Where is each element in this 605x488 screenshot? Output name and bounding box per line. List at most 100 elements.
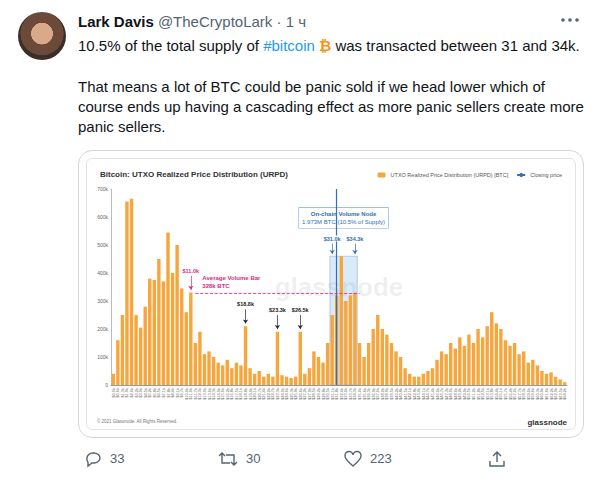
svg-text:200k: 200k	[97, 326, 108, 332]
svg-text:$40.8k: $40.8k	[398, 388, 404, 400]
svg-text:$27.2k: $27.2k	[302, 388, 308, 400]
svg-text:400k: 400k	[97, 270, 108, 276]
svg-text:$14.3k: $14.3k	[211, 388, 217, 400]
svg-text:$35.6k: $35.6k	[361, 388, 367, 400]
svg-text:$64.2k: $64.2k	[562, 388, 567, 400]
svg-text:$27.9k: $27.9k	[306, 388, 312, 400]
svg-text:$32.4k: $32.4k	[338, 388, 344, 400]
svg-text:Average Volume Bar: Average Volume Bar	[202, 275, 261, 281]
svg-text:$6.5k: $6.5k	[156, 388, 162, 398]
svg-text:$33.0k: $33.0k	[343, 388, 349, 400]
svg-text:$8.4k: $8.4k	[170, 388, 176, 398]
svg-text:$40.2k: $40.2k	[393, 388, 399, 400]
svg-text:$5.8k: $5.8k	[151, 388, 157, 398]
svg-text:On-chain Volume Node: On-chain Volume Node	[311, 211, 377, 217]
svg-text:$34.3k: $34.3k	[352, 388, 358, 400]
svg-text:$44.7k: $44.7k	[425, 388, 431, 400]
svg-text:$36.3k: $36.3k	[366, 388, 372, 400]
svg-text:glassnode: glassnode	[274, 272, 404, 302]
svg-text:Closing price: Closing price	[530, 172, 562, 178]
svg-text:$26.6k: $26.6k	[297, 388, 303, 400]
svg-text:$24.0k: $24.0k	[279, 388, 285, 400]
svg-text:$43.4k: $43.4k	[416, 388, 422, 400]
svg-text:$21.4k: $21.4k	[261, 388, 267, 400]
svg-text:Bitcoin: UTXO Realized Price D: Bitcoin: UTXO Realized Price Distributio…	[100, 170, 288, 179]
svg-text:$10.4k: $10.4k	[183, 388, 189, 400]
svg-text:$22.7k: $22.7k	[270, 388, 276, 400]
svg-text:$19.4k: $19.4k	[247, 388, 253, 400]
svg-text:$42.1k: $42.1k	[407, 388, 413, 400]
svg-text:$38.2k: $38.2k	[379, 388, 385, 400]
html-text:10.5% of the total supply of #: 10.5% of the total supply of #bitcoin ₿ …	[78, 37, 580, 54]
svg-text:$37.6k: $37.6k	[375, 388, 381, 400]
svg-text:$15.6k: $15.6k	[220, 388, 226, 400]
svg-text:$11.0k: $11.0k	[183, 268, 200, 274]
svg-text:300k: 300k	[97, 298, 108, 304]
svg-text:$17.5k: $17.5k	[233, 388, 239, 400]
html-text:That means a lot of BTC could: That means a lot of BTC could be panic s…	[78, 78, 584, 135]
svg-text:$44.1k: $44.1k	[420, 388, 426, 400]
svg-text:500k: 500k	[97, 242, 108, 248]
svg-text:$23.3k: $23.3k	[274, 388, 280, 400]
svg-text:$23.3k: $23.3k	[269, 307, 287, 313]
svg-text:$46.7k: $46.7k	[439, 388, 445, 400]
svg-text:$9.7k: $9.7k	[179, 388, 185, 398]
svg-text:$28.5k: $28.5k	[311, 388, 317, 400]
svg-text:$25.9k: $25.9k	[293, 388, 299, 400]
svg-text:$47.3k: $47.3k	[443, 388, 449, 400]
svg-text:600k: 600k	[97, 214, 108, 220]
svg-text:$39.5k: $39.5k	[388, 388, 394, 400]
svg-text:$25.3k: $25.3k	[288, 388, 294, 400]
svg-text:$12.3k: $12.3k	[197, 388, 203, 400]
svg-text:$34.3k: $34.3k	[347, 236, 365, 242]
svg-text:$31.0k: $31.0k	[324, 236, 342, 242]
svg-text:$11.0k: $11.0k	[188, 388, 194, 400]
html-text:33: 33	[110, 451, 125, 466]
svg-text:UTXO Realized Price Distributi: UTXO Realized Price Distribution (URPD) …	[391, 172, 509, 178]
svg-text:1.973M BTC (10.5% of Supply): 1.973M BTC (10.5% of Supply)	[302, 219, 385, 225]
svg-text:$20.7k: $20.7k	[256, 388, 262, 400]
svg-text:$0.6k: $0.6k	[115, 388, 121, 398]
svg-text:$1.9k: $1.9k	[124, 388, 130, 398]
svg-text:© 2021 Glassnode. All Rights R: © 2021 Glassnode. All Rights Reserved.	[97, 418, 177, 424]
svg-text:$1.3k: $1.3k	[119, 388, 125, 398]
svg-text:100k: 100k	[97, 354, 108, 360]
svg-text:$24.6k: $24.6k	[284, 388, 290, 400]
svg-text:$46.0k: $46.0k	[434, 388, 440, 400]
svg-text:328k BTC: 328k BTC	[202, 283, 230, 289]
svg-text:$20.1k: $20.1k	[252, 388, 258, 400]
svg-text:$18.8k: $18.8k	[237, 301, 255, 307]
svg-text:$4.5k: $4.5k	[142, 388, 148, 398]
svg-text:$26.5k: $26.5k	[292, 307, 310, 313]
html-text:30: 30	[246, 451, 261, 466]
svg-text:$9.1k: $9.1k	[174, 388, 180, 398]
html-text:223: 223	[370, 451, 392, 466]
svg-text:$3.2k: $3.2k	[133, 388, 139, 398]
svg-text:$16.8k: $16.8k	[229, 388, 235, 400]
svg-text:0: 0	[105, 382, 108, 388]
svg-text:$36.9k: $36.9k	[370, 388, 376, 400]
svg-text:$33.7k: $33.7k	[347, 388, 353, 400]
svg-text:$11.7k: $11.7k	[192, 388, 198, 400]
svg-text:$18.1k: $18.1k	[238, 388, 244, 400]
svg-text:$13.6k: $13.6k	[206, 388, 212, 400]
svg-text:$38.9k: $38.9k	[384, 388, 390, 400]
svg-text:$31.1k: $31.1k	[329, 388, 335, 400]
svg-text:$14.9k: $14.9k	[215, 388, 221, 400]
svg-text:$29.8k: $29.8k	[320, 388, 326, 400]
svg-text:700k: 700k	[97, 186, 108, 192]
svg-text:$22.0k: $22.0k	[265, 388, 271, 400]
svg-text:$42.8k: $42.8k	[411, 388, 417, 400]
svg-text:$7.1k: $7.1k	[160, 388, 166, 398]
svg-text:$41.5k: $41.5k	[402, 388, 408, 400]
svg-text:$31.8k: $31.8k	[334, 388, 340, 400]
svg-text:$5.2k: $5.2k	[147, 388, 153, 398]
html-text:Lark Davis @TheCryptoLark · 1: Lark Davis @TheCryptoLark · 1 ч	[78, 13, 306, 30]
svg-text:glassnode: glassnode	[527, 418, 567, 427]
svg-text:$7.8k: $7.8k	[165, 388, 171, 398]
svg-text:$16.2k: $16.2k	[224, 388, 230, 400]
svg-text:$48.0k: $48.0k	[448, 388, 454, 400]
svg-text:$3.9k: $3.9k	[138, 388, 144, 398]
svg-text:$0.0k: $0.0k	[110, 388, 116, 398]
svg-text:$30.5k: $30.5k	[325, 388, 331, 400]
